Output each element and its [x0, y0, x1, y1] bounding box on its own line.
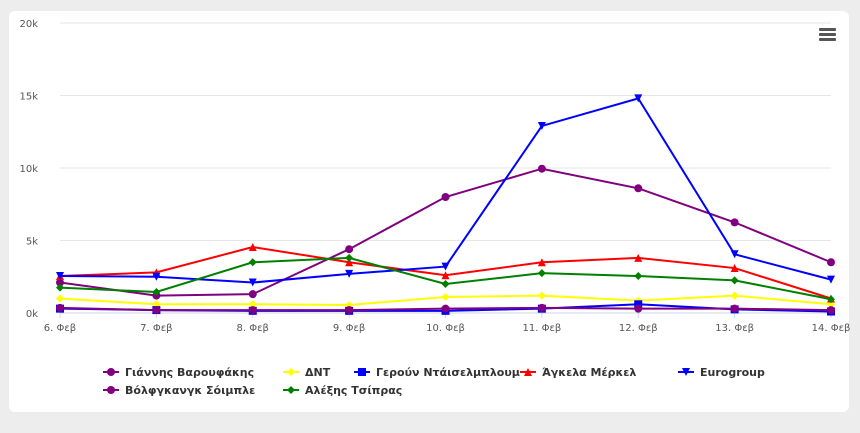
data-point[interactable] [248, 278, 257, 287]
legend-marker[interactable] [107, 368, 115, 376]
data-point[interactable] [634, 304, 643, 313]
data-point[interactable] [537, 291, 546, 300]
legend-label: ΔΝΤ [305, 366, 331, 379]
data-point[interactable] [827, 295, 835, 304]
data-point[interactable] [345, 269, 354, 278]
legend-item[interactable]: Αλέξης Τσίπρας [283, 384, 402, 397]
legend-marker[interactable] [358, 368, 366, 376]
data-point[interactable] [56, 272, 64, 281]
series-5 [56, 303, 835, 315]
y-tick-label: 0k [26, 309, 38, 320]
data-point[interactable] [730, 304, 739, 313]
legend-label: Αλέξης Τσίπρας [305, 384, 402, 397]
x-tick-label: 11. Φεβ [523, 323, 562, 334]
data-point[interactable] [56, 303, 64, 312]
legend-item[interactable]: Eurogroup [678, 366, 765, 379]
data-point[interactable] [152, 306, 161, 315]
x-tick-label: 14. Φεβ [812, 323, 851, 334]
data-point[interactable] [248, 290, 257, 299]
data-point[interactable] [441, 262, 450, 271]
x-tick-label: 8. Φεβ [237, 323, 269, 334]
data-point[interactable] [248, 258, 257, 267]
data-point[interactable] [730, 218, 739, 227]
data-point[interactable] [634, 253, 643, 262]
series-6 [56, 253, 835, 304]
y-axis: 0k 5k 10k 15k 20k [19, 19, 38, 320]
legend-item[interactable]: Γιάννης Βαρουφάκης [103, 366, 254, 379]
x-tick-label: 6. Φεβ [44, 323, 76, 334]
data-point[interactable] [537, 303, 546, 312]
series-1 [56, 291, 835, 310]
data-point[interactable] [730, 276, 739, 285]
legend-item[interactable]: Άγκελα Μέρκελ [520, 366, 636, 379]
data-point[interactable] [248, 300, 257, 309]
legend-item[interactable]: Γερούν Ντάισελμπλουμ [354, 366, 520, 379]
legend-marker[interactable] [287, 386, 295, 394]
grid-lines [60, 22, 831, 314]
legend-label: Άγκελα Μέρκελ [542, 366, 636, 379]
data-point[interactable] [248, 243, 257, 252]
legend-label: Βόλφγκανγκ Σόιμπλε [125, 384, 255, 397]
data-point[interactable] [634, 272, 643, 281]
data-point[interactable] [537, 164, 546, 173]
legend-label: Eurogroup [700, 366, 765, 379]
legend-label: Γερούν Ντάισελμπλουμ [376, 366, 520, 379]
data-point[interactable] [441, 304, 450, 313]
data-point[interactable] [441, 193, 450, 201]
x-tick-label: 9. Φεβ [333, 323, 365, 334]
legend-marker[interactable] [287, 368, 295, 376]
data-point[interactable] [248, 306, 257, 315]
hamburger-menu-icon[interactable] [819, 28, 836, 41]
x-tick-label: 12. Φεβ [619, 323, 658, 334]
series-layer [56, 94, 835, 316]
data-point[interactable] [730, 264, 739, 273]
data-point[interactable] [56, 294, 64, 303]
data-point[interactable] [56, 283, 64, 292]
y-tick-label: 20k [19, 19, 38, 30]
y-tick-label: 10k [19, 164, 38, 175]
data-point[interactable] [634, 94, 643, 103]
data-point[interactable] [441, 280, 450, 288]
x-tick-label: 7. Φεβ [140, 323, 172, 334]
data-point[interactable] [345, 258, 354, 267]
data-point[interactable] [827, 275, 835, 284]
data-point[interactable] [730, 291, 739, 300]
data-point[interactable] [441, 271, 450, 280]
legend-marker[interactable] [682, 368, 690, 376]
data-point[interactable] [345, 245, 354, 254]
x-axis: 6. Φεβ 7. Φεβ 8. Φεβ 9. Φεβ 10. Φεβ 11. Φεβ 12… [44, 313, 851, 334]
legend-item[interactable]: Βόλφγκανγκ Σόιμπλε [103, 384, 255, 397]
data-point[interactable] [345, 306, 354, 315]
data-point[interactable] [730, 250, 739, 259]
data-point[interactable] [827, 306, 835, 315]
data-point[interactable] [537, 258, 546, 267]
series-0 [56, 164, 835, 300]
legend[interactable]: Γιάννης Βαρουφάκης ΔΝΤ Γερούν Ντάισελμπλου… [103, 366, 765, 397]
series-4 [56, 94, 835, 287]
data-point[interactable] [345, 253, 354, 262]
series-3 [56, 243, 835, 303]
x-tick-label: 13. Φεβ [715, 323, 754, 334]
legend-marker[interactable] [107, 386, 115, 394]
legend-marker[interactable] [524, 368, 532, 376]
legend-label: Γιάννης Βαρουφάκης [125, 366, 254, 379]
data-point[interactable] [634, 184, 643, 193]
data-point[interactable] [827, 258, 835, 267]
data-point[interactable] [152, 287, 161, 296]
series-line [59, 97, 832, 284]
data-point[interactable] [152, 272, 161, 281]
data-point[interactable] [441, 293, 450, 302]
legend-item[interactable]: ΔΝΤ [283, 366, 331, 379]
data-point[interactable] [537, 269, 546, 278]
x-tick-label: 10. Φεβ [426, 323, 465, 334]
data-point[interactable] [56, 278, 64, 287]
data-point[interactable] [634, 300, 643, 309]
y-tick-label: 5k [26, 237, 38, 248]
y-tick-label: 15k [19, 92, 38, 103]
data-point[interactable] [537, 121, 546, 130]
